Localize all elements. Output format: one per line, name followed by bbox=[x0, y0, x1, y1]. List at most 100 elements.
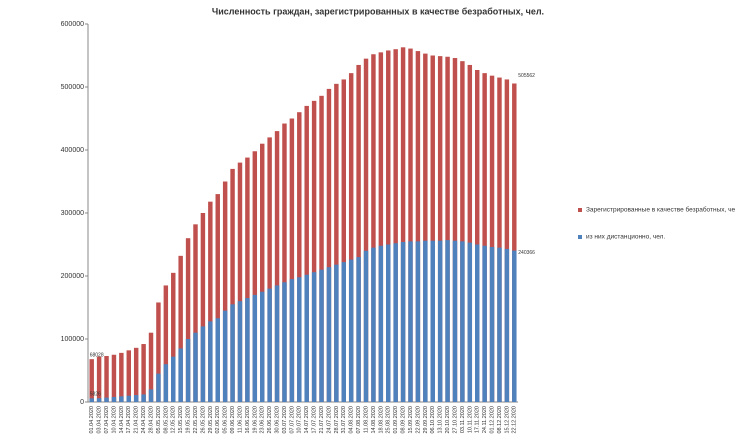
bar bbox=[475, 69, 480, 403]
x-tick-label: 01.04.2020 bbox=[89, 406, 95, 434]
x-tick-label: 23.06.2020 bbox=[260, 406, 266, 434]
bar bbox=[208, 321, 213, 402]
y-tick-label: 400000 bbox=[61, 147, 84, 154]
bar bbox=[319, 269, 324, 402]
bar bbox=[245, 298, 250, 402]
x-tick-label: 08.05.2020 bbox=[163, 406, 169, 434]
bar bbox=[185, 339, 191, 402]
bar bbox=[326, 267, 332, 402]
x-tick-label: 16.06.2020 bbox=[245, 406, 251, 434]
x-tick-label: 10.07.2020 bbox=[297, 406, 303, 434]
chart-title: Численность граждан, зарегистрированных … bbox=[212, 6, 544, 16]
bar bbox=[400, 241, 406, 402]
x-tick-label: 02.06.2020 bbox=[215, 406, 221, 434]
x-tick-label: 10.04.2020 bbox=[111, 406, 117, 434]
bar bbox=[445, 240, 450, 402]
x-tick-label: 14.07.2020 bbox=[304, 406, 310, 434]
bar bbox=[133, 395, 139, 402]
bar bbox=[311, 100, 317, 403]
x-tick-label: 06.10.2020 bbox=[430, 406, 436, 434]
bar bbox=[512, 250, 517, 402]
x-tick-label: 24.11.2020 bbox=[482, 406, 488, 433]
data-label: 240366 bbox=[518, 250, 535, 256]
bar bbox=[304, 105, 309, 403]
bar bbox=[423, 240, 428, 402]
x-tick-label: 04.08.2020 bbox=[349, 406, 355, 434]
bar bbox=[437, 56, 443, 402]
bar bbox=[274, 285, 280, 402]
bar bbox=[408, 48, 413, 402]
x-tick-label: 21.07.2020 bbox=[319, 406, 325, 434]
x-tick-label: 29.09.2020 bbox=[423, 406, 429, 434]
bar bbox=[371, 54, 376, 403]
bar bbox=[482, 245, 487, 402]
bar bbox=[356, 64, 361, 402]
bar bbox=[460, 61, 465, 403]
bar bbox=[282, 123, 287, 402]
bar bbox=[297, 112, 302, 402]
bar bbox=[96, 398, 102, 402]
bar bbox=[415, 241, 421, 402]
x-tick-label: 01.09.2020 bbox=[393, 406, 399, 434]
bar bbox=[141, 344, 146, 402]
bar bbox=[89, 398, 94, 402]
bar bbox=[230, 304, 235, 402]
x-tick-label: 21.04.2020 bbox=[134, 406, 140, 434]
bar bbox=[460, 241, 465, 402]
x-tick-label: 17.07.2020 bbox=[312, 406, 318, 434]
x-tick-label: 03.07.2020 bbox=[282, 406, 288, 434]
bar bbox=[497, 77, 502, 403]
bar bbox=[104, 397, 109, 402]
x-tick-label: 05.05.2020 bbox=[156, 406, 162, 434]
bar bbox=[467, 242, 473, 402]
bar bbox=[371, 247, 376, 402]
x-tick-label: 12.05.2020 bbox=[171, 406, 177, 434]
x-tick-label: 11.08.2020 bbox=[363, 406, 369, 433]
data-label: 5826 bbox=[90, 392, 101, 398]
x-tick-label: 08.12.2020 bbox=[497, 406, 503, 434]
x-tick-label: 11.06.2020 bbox=[237, 406, 243, 433]
x-tick-label: 20.10.2020 bbox=[445, 406, 451, 434]
bar bbox=[237, 162, 243, 402]
y-tick-label: 200000 bbox=[61, 273, 84, 280]
x-tick-label: 26.06.2020 bbox=[267, 406, 273, 434]
x-tick-label: 31.07.2020 bbox=[341, 406, 347, 434]
bar bbox=[222, 310, 228, 402]
x-tick-label: 09.06.2020 bbox=[230, 406, 236, 434]
bar bbox=[163, 285, 169, 402]
bar bbox=[504, 248, 510, 402]
x-tick-label: 08.09.2020 bbox=[401, 406, 407, 434]
x-tick-label: 22.12.2020 bbox=[512, 406, 518, 434]
bar bbox=[126, 395, 131, 402]
bar bbox=[289, 118, 295, 402]
bar bbox=[482, 73, 487, 402]
bar bbox=[452, 58, 458, 403]
bar bbox=[148, 332, 154, 402]
bar bbox=[96, 356, 102, 402]
bar bbox=[230, 168, 235, 402]
bar bbox=[119, 396, 124, 402]
y-tick-label: 500000 bbox=[61, 84, 84, 91]
bar bbox=[178, 255, 183, 402]
bar bbox=[200, 213, 206, 402]
legend-swatch bbox=[578, 208, 582, 212]
legend-label: из них дистанционно, чел. bbox=[586, 234, 665, 241]
bar bbox=[193, 224, 198, 402]
x-tick-label: 14.08.2020 bbox=[371, 406, 377, 434]
legend-label: Зарегистрированные в качестве безработны… bbox=[586, 206, 735, 214]
x-tick-label: 30.06.2020 bbox=[275, 406, 281, 434]
bar bbox=[171, 272, 176, 402]
x-tick-label: 22.09.2020 bbox=[415, 406, 421, 434]
bar bbox=[445, 56, 450, 402]
bar bbox=[178, 348, 183, 402]
bar bbox=[430, 55, 435, 402]
bar bbox=[282, 282, 287, 402]
x-tick-label: 17.04.2020 bbox=[126, 406, 132, 434]
x-tick-label: 17.11.2020 bbox=[475, 406, 481, 433]
bar bbox=[408, 241, 413, 402]
bar bbox=[126, 350, 131, 402]
bar bbox=[193, 332, 198, 402]
x-tick-label: 27.10.2020 bbox=[452, 406, 458, 434]
x-tick-label: 15.09.2020 bbox=[408, 406, 414, 434]
